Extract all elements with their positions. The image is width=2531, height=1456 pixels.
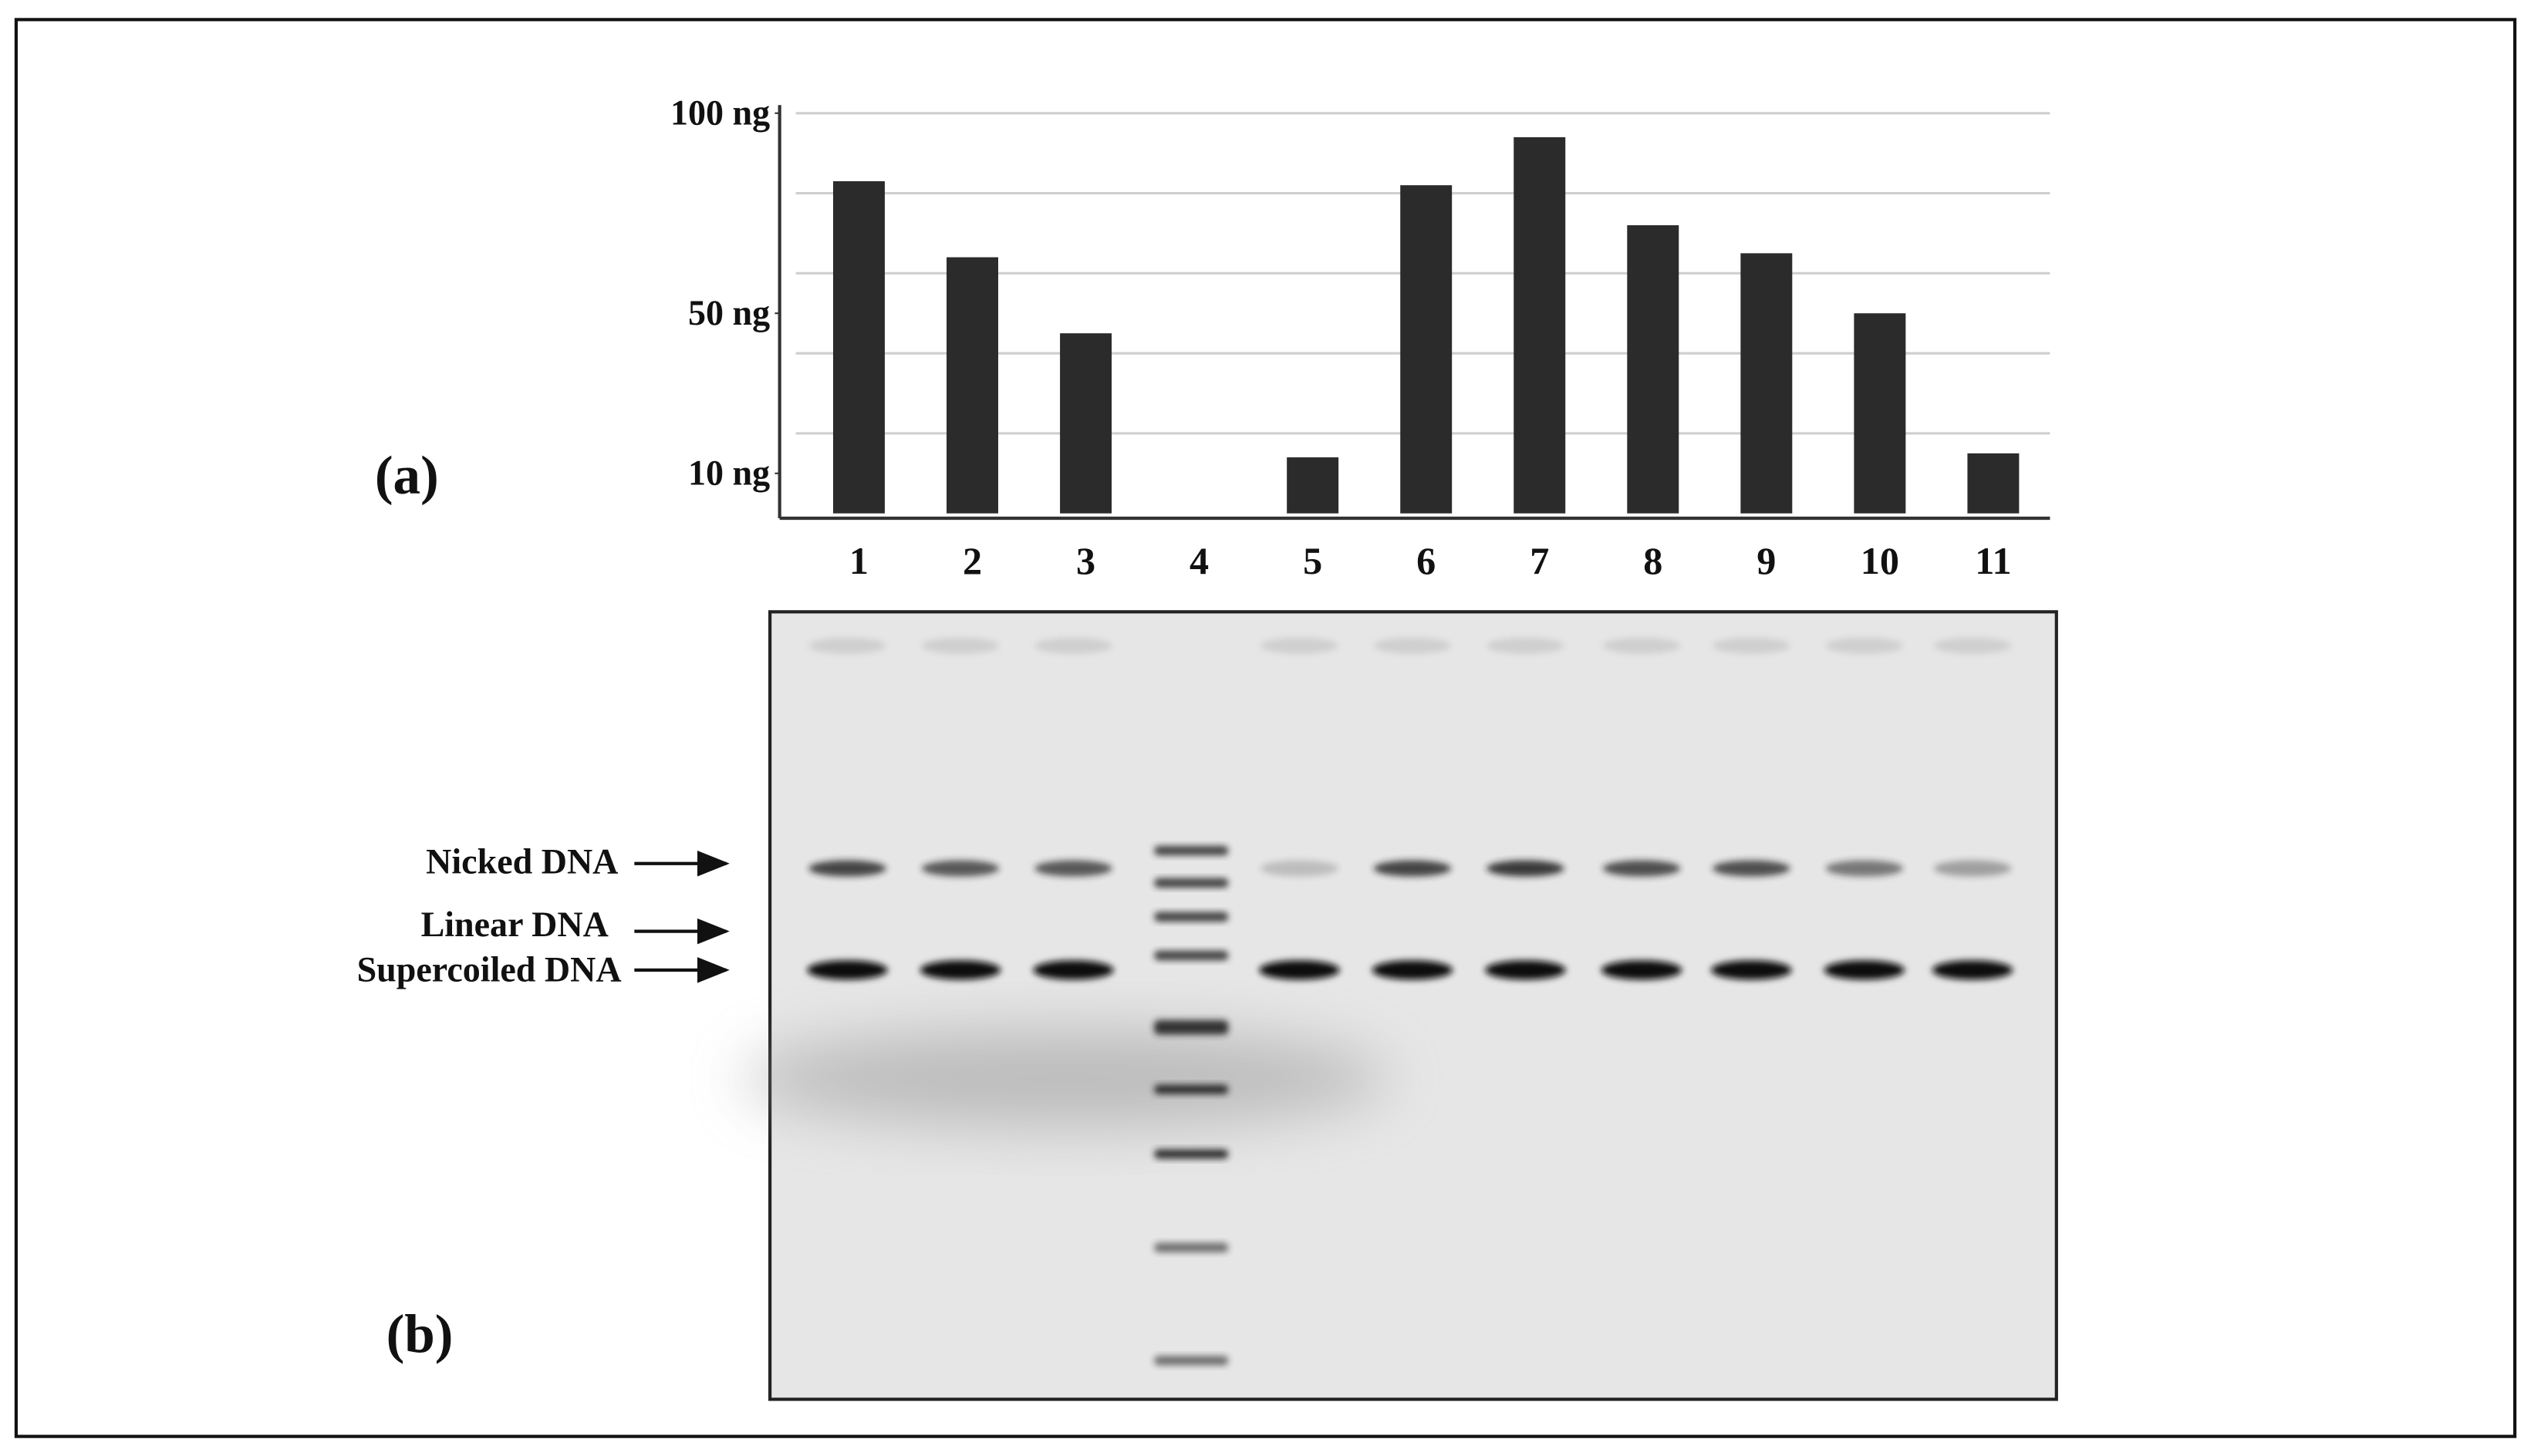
panel-label: (a) — [375, 446, 439, 506]
x-tick-label: 10 — [1861, 539, 1899, 582]
gel-image — [742, 610, 2058, 1401]
bar — [1287, 457, 1339, 514]
gel-band — [1824, 960, 1905, 980]
panel-label: (b) — [386, 1304, 454, 1364]
ladder-band — [1154, 1084, 1229, 1094]
gel-well — [1034, 637, 1112, 654]
ladder-band — [1154, 1020, 1229, 1035]
bar — [1400, 185, 1453, 514]
band-label: Linear DNA — [421, 905, 609, 944]
ladder-band — [1154, 912, 1229, 922]
smear — [742, 1030, 1389, 1127]
bar — [1514, 136, 1566, 514]
bar — [1854, 313, 1906, 514]
gel-well — [1602, 637, 1681, 654]
ladder-band — [1154, 845, 1229, 856]
x-tick-label: 8 — [1643, 539, 1662, 582]
bar — [833, 180, 885, 514]
gel-well — [1373, 637, 1452, 654]
band-label: Supercoiled DNA — [357, 950, 622, 989]
x-tick-label: 11 — [1975, 539, 2011, 582]
gel-well — [921, 637, 1000, 654]
ladder-band — [1154, 1242, 1229, 1253]
gel-band — [1372, 960, 1453, 980]
gel-well — [1713, 637, 1790, 654]
gel-band — [1033, 960, 1114, 980]
gel-band — [1485, 960, 1566, 980]
bar — [1060, 333, 1112, 514]
gel-band — [1373, 860, 1452, 877]
gel-band — [1602, 860, 1681, 877]
bar — [947, 257, 999, 514]
x-tick-label: 2 — [963, 539, 982, 582]
ladder-band — [1154, 878, 1229, 888]
bar — [1627, 225, 1679, 514]
gel-band — [1932, 960, 2013, 980]
gel-well — [1825, 637, 1904, 654]
y-tick-label: 100 ng — [670, 93, 770, 133]
ladder-band — [1154, 1355, 1229, 1366]
gel-band — [1259, 960, 1340, 980]
gel-band — [1487, 860, 1564, 877]
gel-band — [1713, 860, 1790, 877]
gel-well — [1260, 637, 1338, 654]
x-tick-label: 4 — [1190, 539, 1209, 582]
band-label: Nicked DNA — [426, 841, 618, 881]
gel-band — [1933, 860, 2012, 877]
gel-band — [920, 960, 1001, 980]
ladder-band — [1154, 950, 1229, 961]
gel-band — [1711, 960, 1792, 980]
gel-well — [1487, 637, 1564, 654]
x-tick-label: 7 — [1530, 539, 1549, 582]
y-tick-label: 10 ng — [688, 453, 770, 493]
y-tick-label: 50 ng — [688, 293, 770, 332]
gel-well — [1933, 637, 2012, 654]
gel-band — [1825, 860, 1904, 877]
ladder-band — [1154, 1149, 1229, 1159]
gel-band — [1601, 960, 1682, 980]
gel-band — [1260, 860, 1338, 877]
x-tick-label: 5 — [1303, 539, 1322, 582]
gel-background — [768, 610, 2058, 1401]
gel-band — [921, 860, 1000, 877]
gel-well — [808, 637, 886, 654]
bar — [1740, 253, 1793, 514]
bar — [1967, 453, 2020, 514]
gel-band — [808, 860, 886, 877]
gel-band — [1034, 860, 1112, 877]
gel-band — [807, 960, 888, 980]
x-tick-label: 6 — [1416, 539, 1436, 582]
x-tick-label: 1 — [849, 539, 869, 582]
x-tick-label: 3 — [1076, 539, 1095, 582]
x-tick-label: 9 — [1757, 539, 1776, 582]
